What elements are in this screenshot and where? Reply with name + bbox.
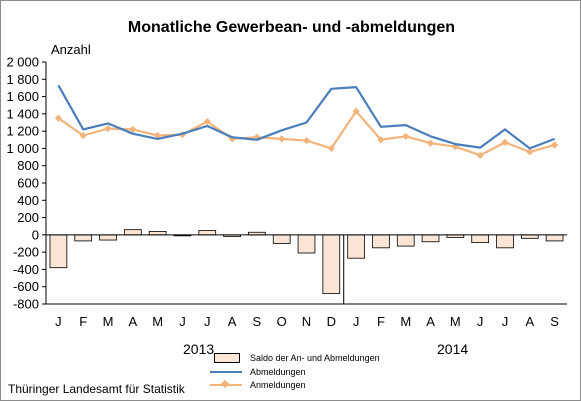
x-tick-label-20: S xyxy=(550,314,559,329)
marker-anmeldungen-9 xyxy=(278,135,286,143)
y-tick-label-3: 1 400 xyxy=(6,106,39,121)
marker-anmeldungen-0 xyxy=(54,114,63,122)
x-tick-label-1: F xyxy=(79,314,87,329)
tick-labels: 2 000 1 800 1 600 1 400 1 200 1 000 800 600 400 2… xyxy=(6,55,559,330)
x-tick-label-18: J xyxy=(502,314,509,329)
y-tick-label-4: 1 200 xyxy=(6,124,39,139)
bar-saldo-1 xyxy=(74,234,93,242)
bar-saldo-12 xyxy=(347,234,365,259)
bar-saldo-13 xyxy=(372,234,390,249)
source-note: Thüringer Landesamt für Statistik xyxy=(8,382,185,396)
line-series xyxy=(54,84,559,159)
legend-label-saldo: Saldo der An- und Abmeldungen xyxy=(250,353,380,363)
x-tick-label-5: J xyxy=(179,314,186,329)
marker-anmeldungen-20 xyxy=(550,141,559,149)
marker-anmeldungen-17 xyxy=(476,151,484,159)
bar-saldo-20 xyxy=(545,234,564,242)
y-tick-label-2: 1 600 xyxy=(6,89,39,104)
y-tick-label-12: -400 xyxy=(13,262,39,277)
bar-saldo-9 xyxy=(272,234,291,244)
x-tick-label-8: S xyxy=(253,314,262,329)
bar-saldo-19 xyxy=(520,234,539,239)
marker-anmeldungen-4 xyxy=(154,131,162,140)
bar-saldo-17 xyxy=(471,234,490,244)
x-tick-label-11: D xyxy=(327,314,336,329)
bar-saldo-14 xyxy=(396,234,415,247)
bar-saldo-18 xyxy=(496,234,514,249)
marker-anmeldungen-6 xyxy=(203,118,211,126)
marker-anmeldungen-12 xyxy=(352,107,360,115)
x-tick-label-17: J xyxy=(477,314,484,329)
line-abmeldungen xyxy=(57,84,555,150)
x-tick-label-6: J xyxy=(204,314,211,329)
x-tick-label-0: J xyxy=(55,314,62,329)
marker-anmeldungen-18 xyxy=(501,138,509,146)
legend-label-abmeldungen: Abmeldungen xyxy=(250,367,306,377)
y-tick-label-11: -200 xyxy=(13,245,39,260)
bar-saldo-0 xyxy=(49,234,68,269)
marker-anmeldungen-11 xyxy=(327,144,335,153)
marker-anmeldungen-16 xyxy=(451,143,459,151)
legend-swatch-saldo xyxy=(214,353,240,363)
x-tick-label-14: M xyxy=(400,314,411,329)
x-tick-label-10: N xyxy=(302,314,311,329)
bar-saldo-4 xyxy=(148,230,167,236)
y-tick-label-9: 200 xyxy=(17,210,39,225)
y-tick-label-0: 2 000 xyxy=(6,55,39,70)
bar-saldo-6 xyxy=(198,230,217,236)
bar-saldo-11 xyxy=(322,234,341,295)
y-axis-label: Anzahl xyxy=(51,42,91,57)
x-tick-label-3: A xyxy=(128,314,137,329)
marker-anmeldungen-15 xyxy=(426,139,435,147)
legend-label-anmeldungen: Anmeldungen xyxy=(250,380,306,390)
x-tick-label-9: O xyxy=(277,314,287,329)
marker-anmeldungen-19 xyxy=(526,148,534,156)
bar-saldo-15 xyxy=(421,234,440,243)
chart-title: Monatliche Gewerbean- und -abmeldungen xyxy=(127,19,456,36)
marker-anmeldungen-3 xyxy=(129,125,137,134)
legend-swatch-abmeldungen xyxy=(210,371,242,373)
y-tick-label-6: 800 xyxy=(17,158,39,173)
marker-anmeldungen-10 xyxy=(302,137,311,145)
year-label-2013: 2013 xyxy=(183,341,215,357)
y-tick-label-7: 600 xyxy=(17,176,39,191)
y-tick-label-14: -800 xyxy=(13,297,39,312)
marker-anmeldungen-1 xyxy=(79,131,87,140)
x-tick-label-13: F xyxy=(377,314,385,329)
x-tick-label-19: A xyxy=(525,314,534,329)
x-tick-label-16: M xyxy=(450,314,461,329)
marker-anmeldungen-13 xyxy=(377,136,385,144)
x-tick-label-12: J xyxy=(353,314,360,329)
x-tick-label-15: A xyxy=(426,314,435,329)
y-tick-label-13: -600 xyxy=(13,279,39,294)
axes xyxy=(42,61,567,305)
y-tick-label-8: 400 xyxy=(17,193,39,208)
bar-series xyxy=(49,229,564,295)
y-tick-label-5: 1 000 xyxy=(6,141,39,156)
y-tick-label-1: 1 800 xyxy=(6,72,39,87)
bar-saldo-2 xyxy=(99,234,117,241)
x-tick-label-2: M xyxy=(103,314,114,329)
year-label-2014: 2014 xyxy=(437,341,469,357)
x-tick-label-7: A xyxy=(228,314,237,329)
x-tick-label-4: M xyxy=(152,314,163,329)
marker-anmeldungen-14 xyxy=(402,132,410,140)
bar-saldo-3 xyxy=(123,229,142,236)
y-tick-label-10: 0 xyxy=(32,227,39,242)
bar-saldo-10 xyxy=(297,234,316,254)
marker-anmeldungen-2 xyxy=(104,124,112,133)
